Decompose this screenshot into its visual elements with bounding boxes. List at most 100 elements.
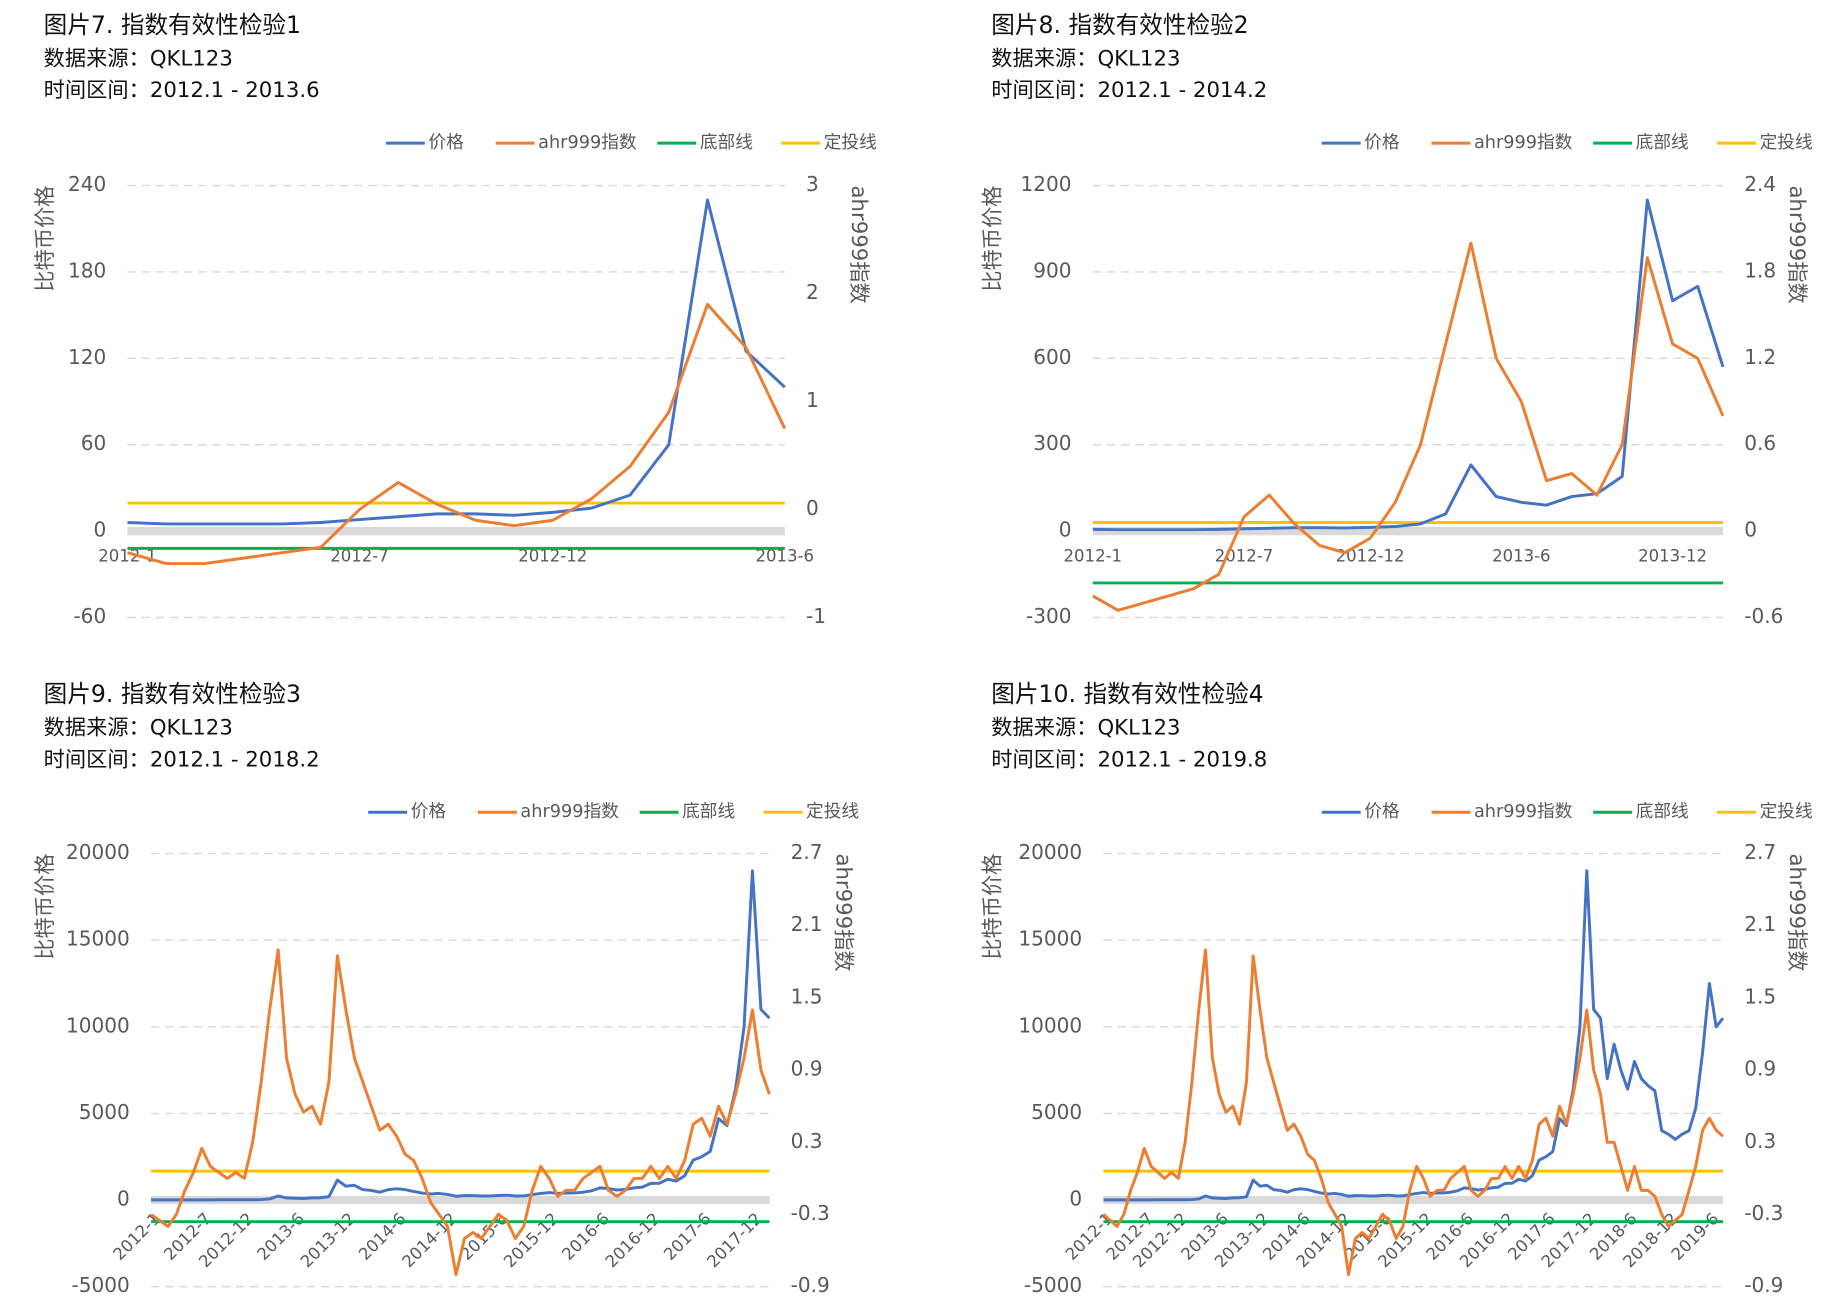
y-tick-label: 5000	[1031, 1100, 1082, 1124]
x-tick-label: 2012-1	[1064, 547, 1123, 566]
legend-label: 底部线	[1636, 801, 1689, 822]
y2-tick-label: 2.1	[1744, 912, 1776, 936]
y2-tick-label: 1.8	[1744, 258, 1776, 282]
x-tick-label: 2013-12	[1638, 547, 1707, 566]
legend-label: ahr999指数	[520, 801, 619, 822]
y2-tick-label: -1	[806, 604, 826, 628]
y2-tick-label: 1.5	[791, 984, 823, 1008]
y-tick-label: 0	[1069, 1187, 1082, 1211]
y2-tick-label: 1.5	[1744, 984, 1776, 1008]
y-tick-label: -5000	[1024, 1273, 1082, 1297]
y2-tick-label: 2.7	[791, 840, 823, 864]
x-tick-label: 2012-12	[518, 547, 587, 566]
x-tick-label: 2012-7	[330, 547, 389, 566]
y-tick-label: -300	[1026, 604, 1072, 628]
y2-tick-label: 0.3	[791, 1129, 823, 1153]
chart-period: 时间区间：2012.1 - 2018.2	[44, 747, 320, 772]
legend-label: 定投线	[806, 801, 859, 822]
legend-label: ahr999指数	[538, 132, 637, 153]
legend-label: 定投线	[1760, 801, 1813, 822]
legend-label: 底部线	[700, 132, 753, 153]
y-tick-label: 240	[68, 172, 106, 196]
chart-source: 数据来源：QKL123	[44, 715, 233, 740]
chart-title: 图片8. 指数有效性检验2	[991, 11, 1248, 39]
y-axis-title: 比特币价格	[33, 186, 58, 292]
x-tick-label: 2012-12	[1336, 547, 1405, 566]
legend-label: 价格	[411, 801, 447, 822]
y-tick-label: 1200	[1021, 172, 1072, 196]
chart-source: 数据来源：QKL123	[991, 715, 1180, 740]
y-tick-label: 20000	[66, 840, 130, 864]
y-tick-label: 15000	[66, 927, 130, 951]
legend-label: 定投线	[824, 132, 877, 153]
y2-tick-label: 0	[1744, 518, 1757, 542]
y2-axis-title: ahr999指数	[846, 185, 871, 303]
series-line	[1102, 948, 1724, 1277]
legend-label: ahr999指数	[1474, 132, 1573, 153]
legend-label: 价格	[1364, 801, 1400, 822]
legend-label: 底部线	[682, 801, 735, 822]
series-line	[1092, 241, 1725, 612]
legend-label: 底部线	[1636, 132, 1689, 153]
y-tick-label: 20000	[1018, 840, 1082, 864]
chart-period: 时间区间：2012.1 - 2019.8	[991, 747, 1267, 772]
y2-tick-label: -0.9	[1744, 1273, 1783, 1297]
y-tick-label: 0	[1059, 518, 1072, 542]
y-tick-label: 10000	[1018, 1013, 1082, 1037]
y2-tick-label: -0.3	[791, 1201, 830, 1225]
y-tick-label: 900	[1033, 258, 1071, 282]
series-line	[151, 869, 771, 1202]
series-line	[150, 948, 771, 1277]
y2-tick-label: -0.9	[791, 1273, 830, 1297]
x-tick-label: 2013-12	[297, 1209, 359, 1271]
y-tick-label: 180	[68, 258, 106, 282]
legend-label: ahr999指数	[1474, 801, 1573, 822]
chart-period: 时间区间：2012.1 - 2013.6	[44, 78, 320, 103]
y2-tick-label: 0.3	[1744, 1129, 1776, 1153]
y2-axis-title: ahr999指数	[1784, 853, 1809, 971]
y2-tick-label: 2	[806, 280, 819, 304]
y2-axis-title: ahr999指数	[1784, 185, 1809, 303]
y-axis-title: 比特币价格	[981, 854, 1006, 960]
legend-label: 定投线	[1760, 132, 1813, 153]
y2-tick-label: 2.4	[1744, 172, 1776, 196]
y-tick-label: 0	[93, 518, 106, 542]
y-tick-label: 120	[68, 345, 106, 369]
y2-tick-label: 0.9	[1744, 1057, 1776, 1081]
y-tick-label: -60	[73, 604, 106, 628]
chart-source: 数据来源：QKL123	[991, 46, 1180, 71]
x-tick-label: 2012-1	[98, 547, 156, 566]
x-tick-label: 2013-6	[1492, 547, 1551, 566]
legend-label: 价格	[1364, 132, 1400, 153]
y2-tick-label: 0.6	[1744, 431, 1776, 455]
y-tick-label: 60	[81, 431, 107, 455]
series-line	[127, 302, 787, 566]
y2-tick-label: -0.3	[1744, 1201, 1783, 1225]
legend-label: 价格	[428, 132, 464, 153]
y-tick-label: -5000	[72, 1273, 130, 1297]
y2-tick-label: 1.2	[1744, 345, 1776, 369]
x-tick-label: 2015-12	[500, 1209, 562, 1271]
series-line	[1103, 869, 1725, 1202]
y2-tick-label: 3	[806, 172, 819, 196]
y-tick-label: 15000	[1018, 927, 1082, 951]
y2-tick-label: -0.6	[1744, 604, 1783, 628]
x-tick-label: 2013-6	[756, 547, 815, 566]
y-axis-title: 比特币价格	[981, 186, 1006, 292]
y-tick-label: 5000	[79, 1100, 130, 1124]
y-tick-label: 10000	[66, 1013, 130, 1037]
series-line	[1092, 198, 1725, 532]
y-tick-label: 0	[117, 1187, 130, 1211]
chart-period: 时间区间：2012.1 - 2014.2	[991, 78, 1267, 103]
chart-title: 图片10. 指数有效性检验4	[991, 680, 1263, 708]
y2-tick-label: 2.7	[1744, 840, 1776, 864]
y2-axis-title: ahr999指数	[831, 853, 856, 971]
chart-source: 数据来源：QKL123	[44, 46, 233, 71]
chart-title: 图片9. 指数有效性检验3	[44, 680, 301, 708]
y2-tick-label: 0	[806, 496, 819, 520]
y2-tick-label: 1	[806, 388, 819, 412]
y2-tick-label: 0.9	[791, 1057, 823, 1081]
y-tick-label: 300	[1033, 431, 1071, 455]
x-tick-label: 2017-12	[703, 1209, 765, 1271]
